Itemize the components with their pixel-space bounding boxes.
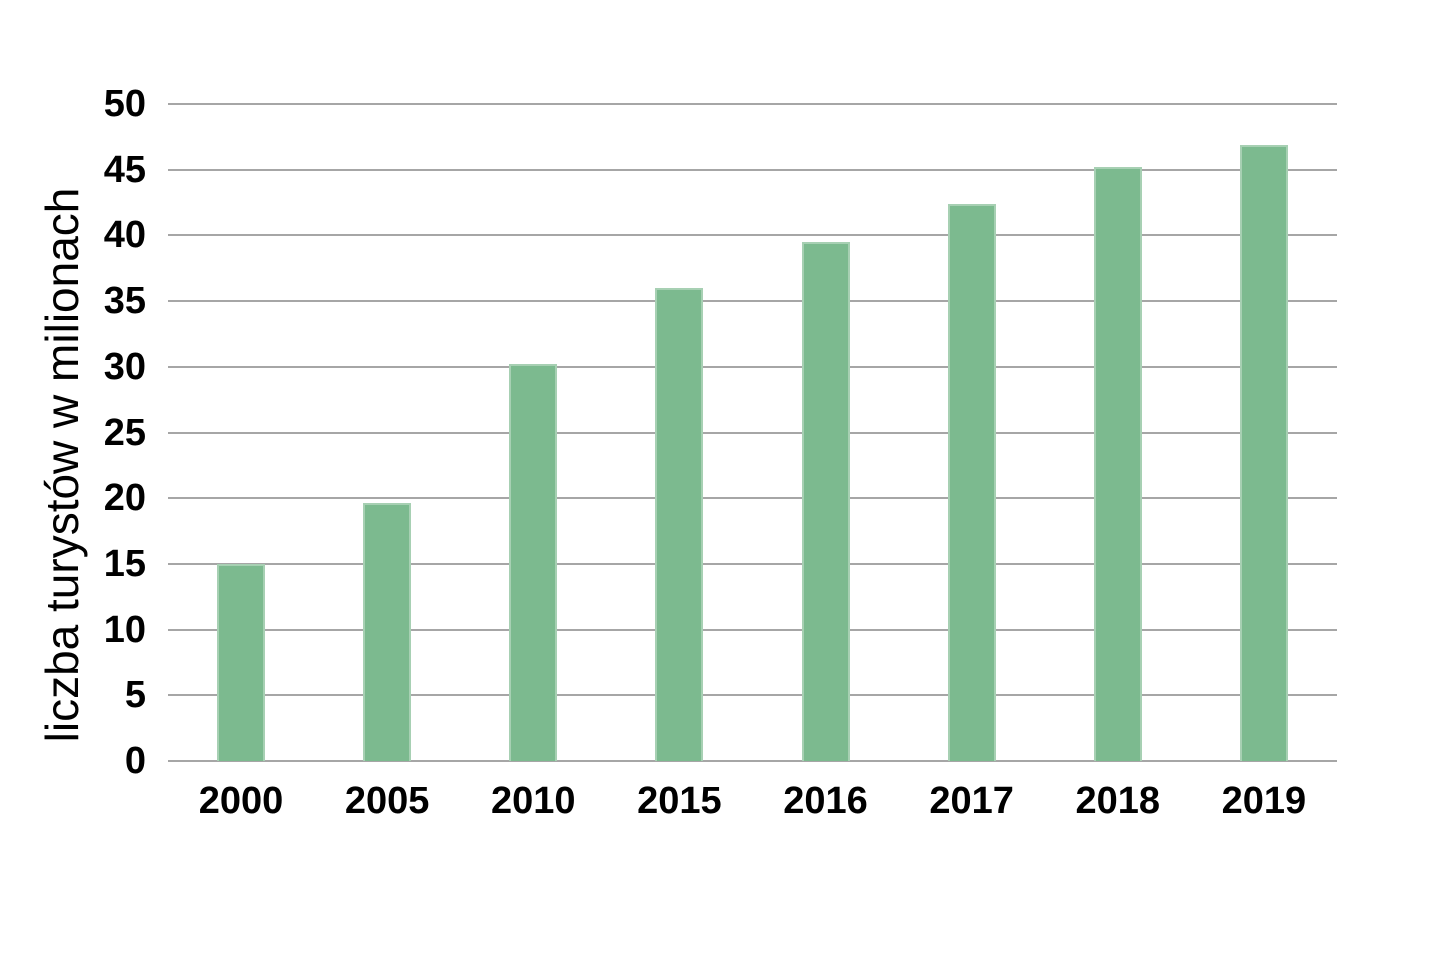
gridline-y-30 [168,365,1337,368]
gridline-y-20 [168,497,1337,500]
y-tick-label-15: 15 [103,542,146,585]
plot-area [168,103,1337,762]
y-tick-label-5: 5 [124,674,146,717]
x-tick-label-2016: 2016 [783,780,868,822]
bar-2017 [947,203,996,761]
bar-2005 [363,503,412,761]
bar-2010 [509,364,558,761]
x-tick-label-2019: 2019 [1221,780,1307,822]
gridline-y-0 [168,760,1337,762]
bar-2018 [1093,167,1142,761]
gridline-y-5 [168,694,1337,697]
gridline-y-10 [168,628,1337,631]
gridline-y-35 [168,300,1337,303]
y-tick-label-30: 30 [103,345,146,388]
bar-2019 [1239,144,1288,761]
y-tick-label-35: 35 [103,280,146,323]
gridline-y-50 [168,103,1337,105]
gridline-y-25 [168,431,1337,434]
y-tick-label-25: 25 [103,411,146,454]
y-tick-label-40: 40 [103,214,146,257]
gridline-y-45 [168,168,1337,171]
x-tick-label-2017: 2017 [929,780,1014,822]
x-tick-label-2000: 2000 [198,780,284,822]
x-tick-label-2010: 2010 [491,780,576,822]
y-tick-label-50: 50 [103,83,146,125]
y-tick-label-0: 0 [124,740,146,782]
x-tick-label-2018: 2018 [1075,780,1161,822]
y-tick-label-10: 10 [103,608,146,651]
bar-2016 [801,241,850,761]
y-axis-title: liczba turystów w milionach [36,187,88,743]
bar-2000 [217,563,266,761]
gridline-y-15 [168,562,1337,565]
y-tick-label-45: 45 [103,148,146,191]
y-tick-label-20: 20 [103,477,146,520]
x-tick-label-2005: 2005 [344,780,430,822]
gridline-y-40 [168,234,1337,237]
x-tick-label-2015: 2015 [637,780,722,822]
bar-2015 [655,287,704,761]
